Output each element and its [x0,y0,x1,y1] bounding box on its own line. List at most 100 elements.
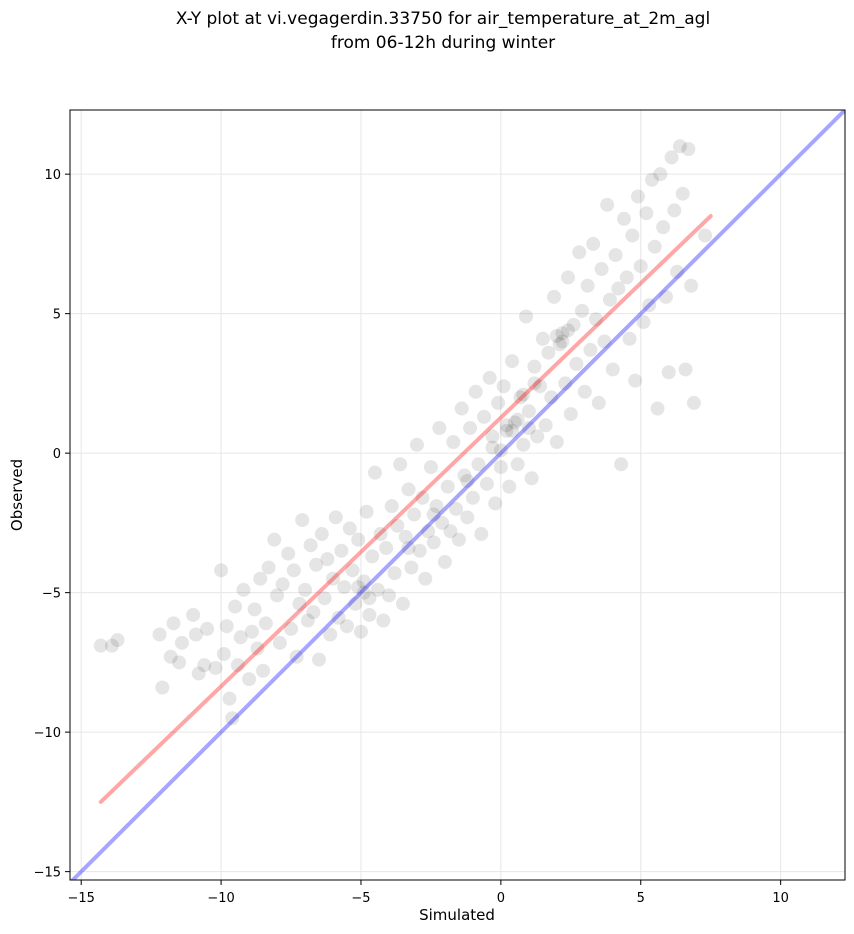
data-point [432,421,447,436]
data-point [306,605,321,620]
data-point [622,331,637,346]
data-point [437,554,452,569]
data-point [443,524,458,539]
data-point [686,395,701,410]
data-point [485,429,500,444]
chart-title-line-2: from 06-12h during winter [331,33,555,53]
data-point [664,150,679,165]
data-point [644,172,659,187]
data-point [608,248,623,263]
x-tick-label: 5 [637,891,645,906]
grid [70,110,845,880]
data-point [404,560,419,575]
data-point [577,384,592,399]
data-point [331,610,346,625]
data-point [698,228,713,243]
data-point [435,515,450,530]
data-point [588,312,603,327]
data-point [493,443,508,458]
data-point [583,342,598,357]
data-point [684,278,699,293]
data-point [174,635,189,650]
data-point [510,412,525,427]
data-point [155,680,170,695]
data-point [270,588,285,603]
data-point [482,370,497,385]
data-point [261,560,276,575]
x-tick-label: −5 [351,891,370,906]
data-point [636,315,651,330]
data-point [561,323,576,338]
data-point [681,142,696,157]
identity-line [70,110,845,880]
data-point [407,507,422,522]
data-point [298,582,313,597]
data-point [549,434,564,449]
data-point [339,619,354,634]
data-point [474,527,489,542]
data-point [250,641,265,656]
plot-frame [69,109,846,881]
data-point [418,571,433,586]
data-point [535,331,550,346]
data-point [300,613,315,628]
data-point [208,660,223,675]
data-point [488,496,503,511]
x-tick-label: 10 [772,891,789,906]
data-point [345,563,360,578]
data-point [468,384,483,399]
data-point [446,434,461,449]
data-point [256,663,271,678]
data-point [272,635,287,650]
data-point [625,228,640,243]
data-point [362,591,377,606]
data-point [544,390,559,405]
data-point [460,474,475,489]
data-point [572,245,587,260]
data-point [561,270,576,285]
data-point [356,574,371,589]
data-point [423,460,438,475]
data-point [611,281,626,296]
data-point [381,588,396,603]
data-point [650,401,665,416]
data-point [334,543,349,558]
data-point [647,239,662,254]
data-point [163,649,178,664]
y-tick-label: −15 [34,866,61,881]
data-point [521,404,536,419]
data-point [614,457,629,472]
data-point [409,437,424,452]
data-point [502,479,517,494]
data-point [365,549,380,564]
data-point [555,326,570,341]
data-point [547,289,562,304]
data-point [661,365,676,380]
data-point [460,510,475,525]
data-point [429,499,444,514]
data-point [376,613,391,628]
data-point [110,633,125,648]
data-point [356,585,371,600]
data-point [303,538,318,553]
data-point [667,203,682,218]
data-point [530,429,545,444]
data-point [552,337,567,352]
data-point [233,630,248,645]
data-point [597,334,612,349]
data-point [292,596,307,611]
data-point [580,278,595,293]
data-point [412,543,427,558]
data-point [555,334,570,349]
data-point [566,317,581,332]
y-tick-label: −10 [34,726,61,741]
data-point [538,418,553,433]
data-point [328,510,343,525]
data-point [166,616,181,631]
data-point [188,627,203,642]
data-point [513,390,528,405]
data-point [309,557,324,572]
data-point [323,627,338,642]
data-point [191,666,206,681]
